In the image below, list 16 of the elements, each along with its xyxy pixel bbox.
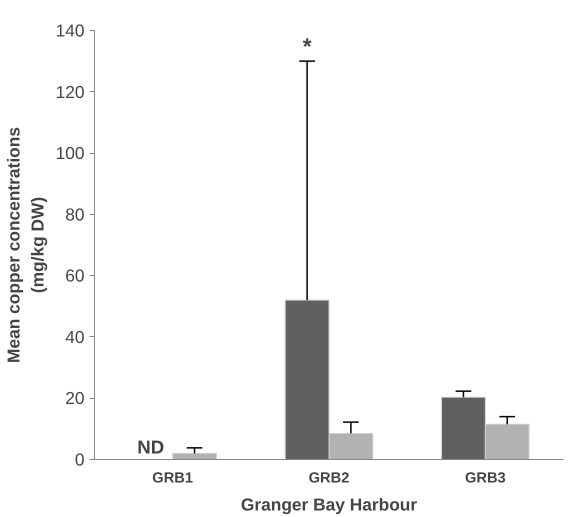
y-tick-label: 100 <box>56 143 85 164</box>
x-tick-label: GRB2 <box>308 470 350 486</box>
x-tick-label: GRB3 <box>464 470 506 486</box>
y-tick-label: 60 <box>65 266 85 286</box>
y-axis-title: Mean copper concentrations (mg/kg DW) <box>4 127 48 363</box>
annotation: * <box>302 33 312 60</box>
y-tick-label: 0 <box>74 450 85 470</box>
y-tick-label: 40 <box>65 326 85 347</box>
y-tick-label: 20 <box>65 388 85 408</box>
y-tick-label: 120 <box>56 82 85 102</box>
y-tick-label: 80 <box>65 204 85 224</box>
y-tick-label: 140 <box>56 20 85 40</box>
annotation: ND <box>137 436 164 458</box>
x-axis-title: Granger Bay Harbour <box>240 494 418 514</box>
bar <box>172 452 217 460</box>
x-tick-label: GRB1 <box>152 470 194 486</box>
